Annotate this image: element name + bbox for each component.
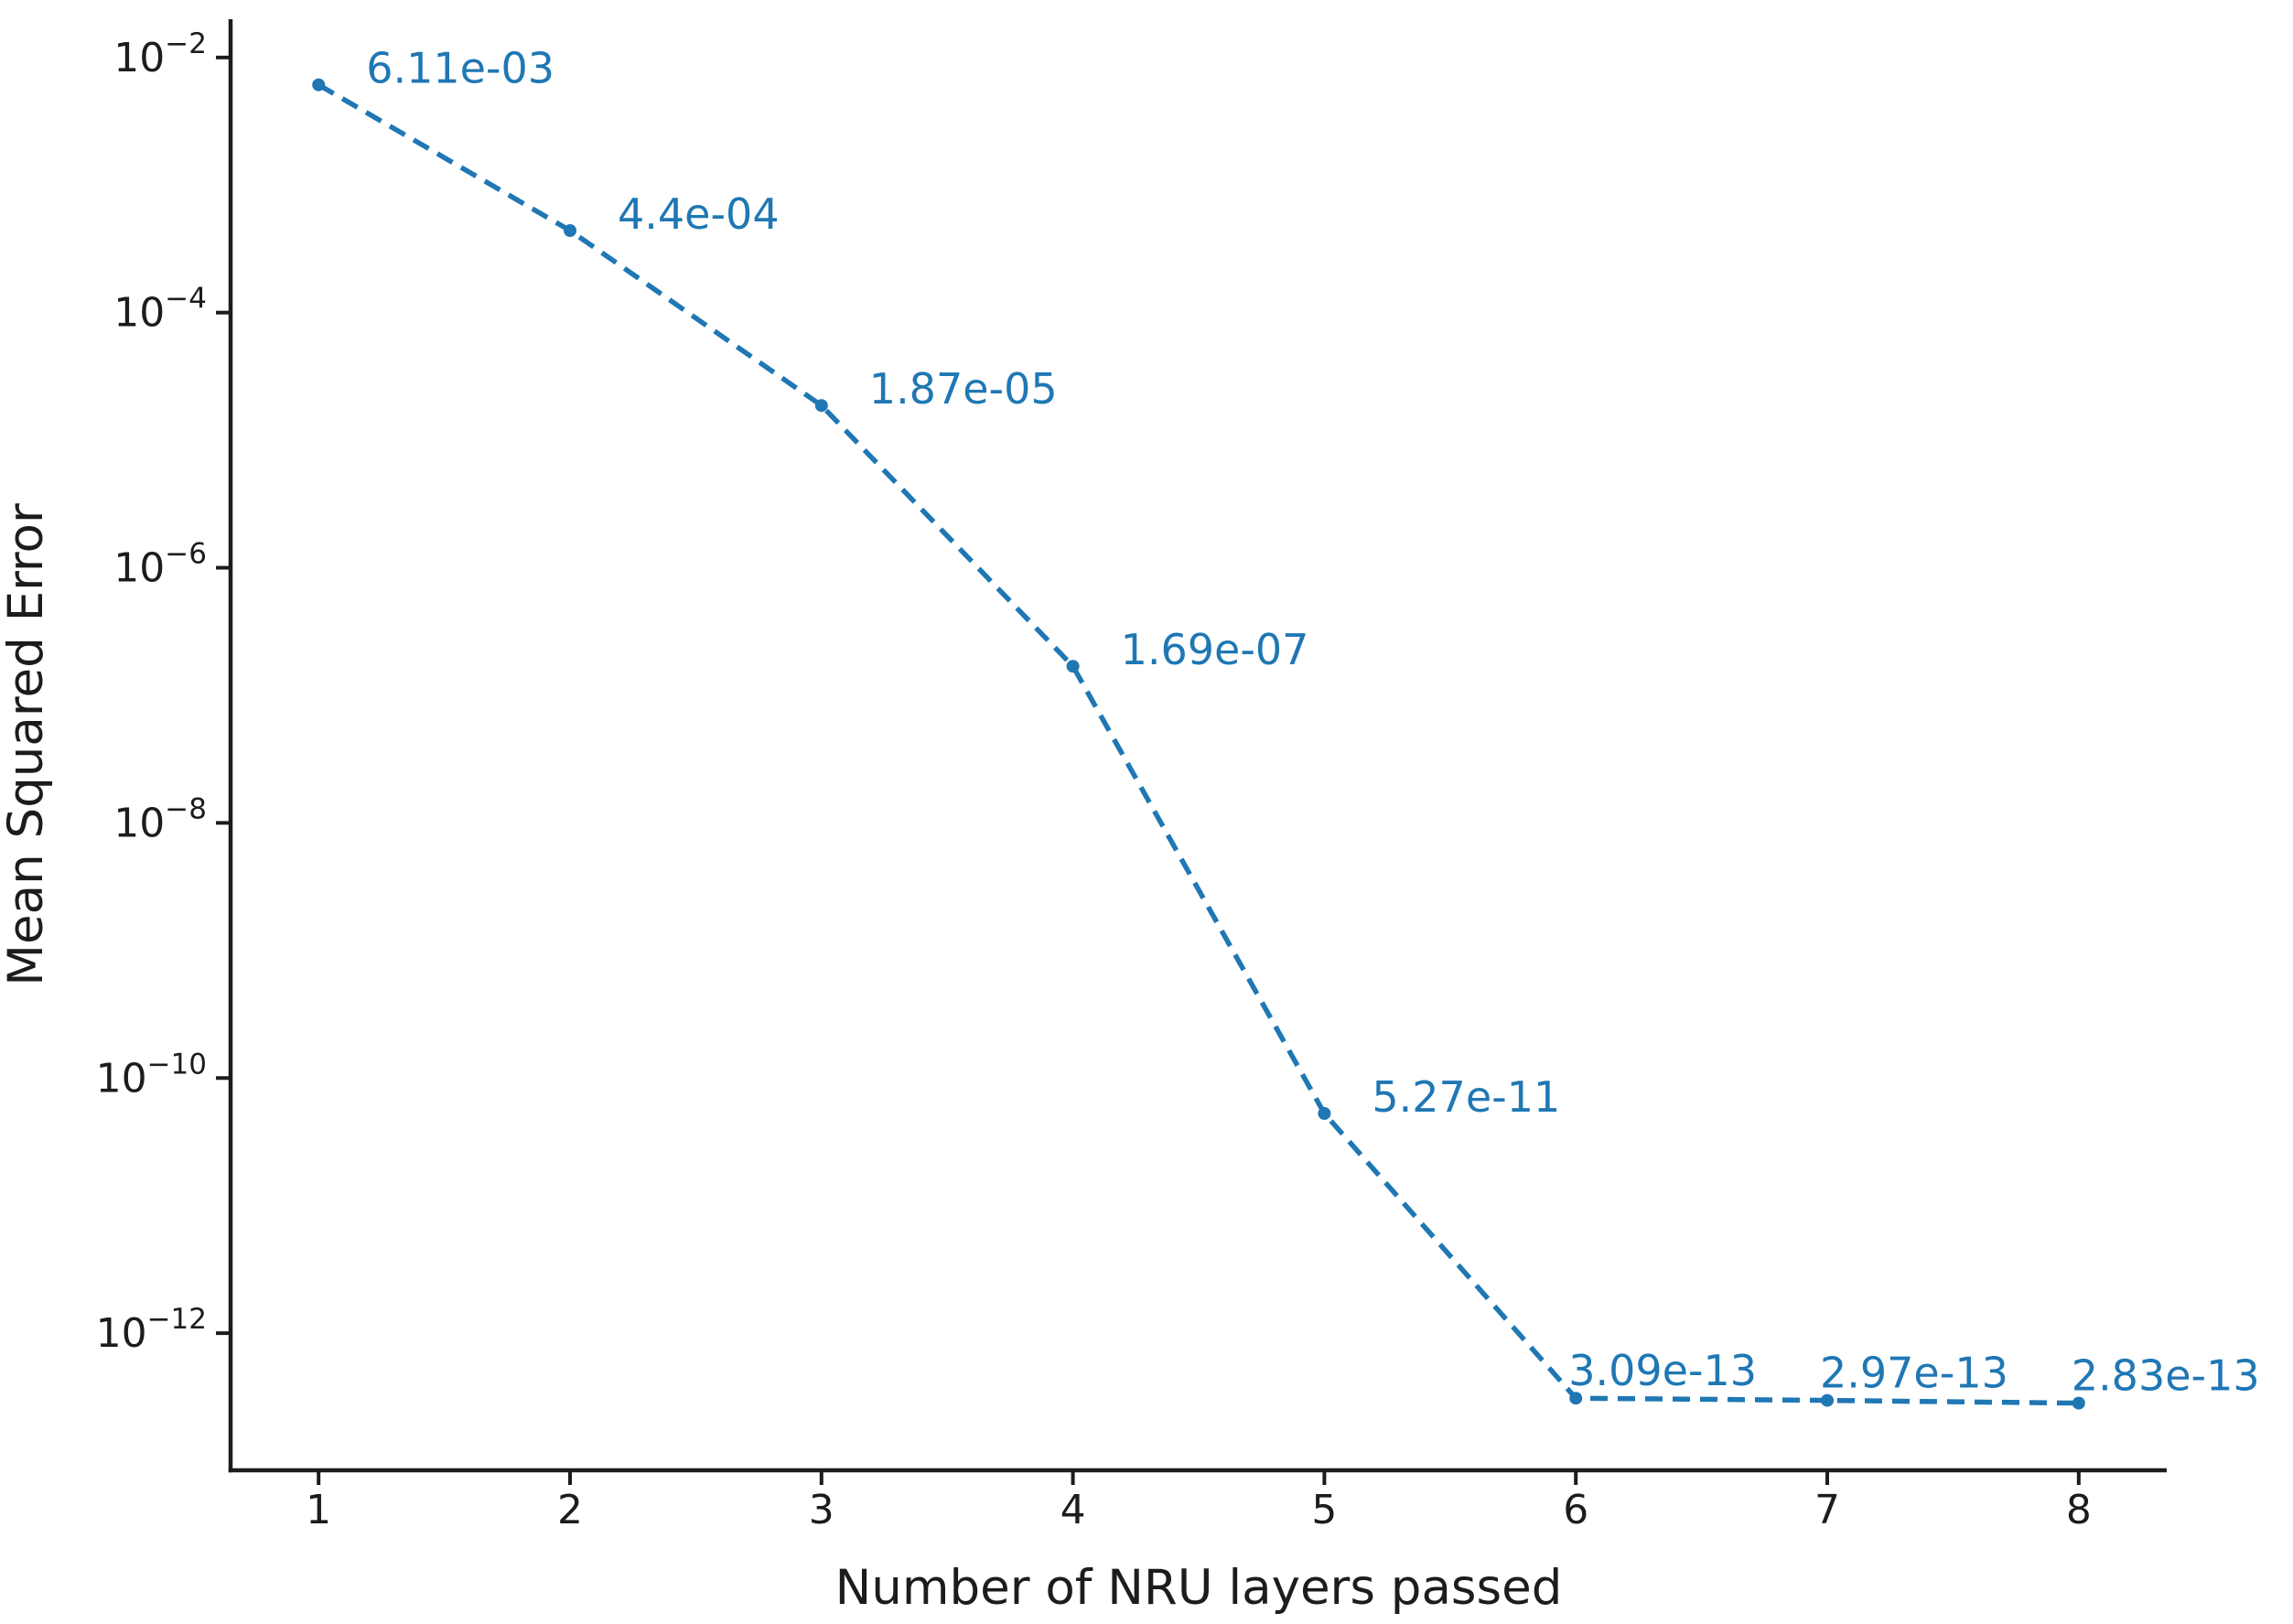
- y-tick-label: 10−6: [113, 538, 207, 592]
- data-point-marker: [1821, 1393, 1834, 1407]
- y-tick-label: 10−8: [113, 792, 207, 846]
- point-value-label: 5.27e-11: [1372, 1072, 1560, 1122]
- data-point-marker: [1318, 1107, 1331, 1120]
- x-tick-label: 3: [809, 1487, 834, 1533]
- point-value-label: 6.11e-03: [366, 44, 554, 93]
- x-tick-label: 8: [2066, 1487, 2092, 1533]
- y-axis-title: Mean Squared Error: [0, 503, 54, 986]
- point-value-label: 4.4e-04: [618, 189, 780, 239]
- point-value-label: 1.69e-07: [1121, 625, 1309, 674]
- mse-series-line: [317, 82, 2079, 1406]
- data-point-marker: [312, 78, 326, 91]
- point-value-label: 2.83e-13: [2072, 1351, 2260, 1401]
- data-point-marker: [1066, 660, 1080, 673]
- data-point-marker: [564, 224, 576, 237]
- x-axis-title: Number of NRU layers passed: [835, 1560, 1563, 1616]
- x-tick-label: 4: [1060, 1487, 1086, 1533]
- point-value-label: 3.09e-13: [1568, 1346, 1757, 1395]
- x-tick-label: 1: [306, 1487, 331, 1533]
- x-tick-label: 6: [1563, 1487, 1588, 1533]
- x-tick-label: 5: [1311, 1487, 1337, 1533]
- data-point-marker: [814, 399, 828, 413]
- y-tick-label: 10−4: [113, 283, 207, 337]
- data-point-marker: [2072, 1396, 2085, 1410]
- point-value-label: 2.97e-13: [1820, 1349, 2008, 1398]
- x-tick-label: 2: [557, 1487, 583, 1533]
- y-tick-label: 10−12: [96, 1303, 207, 1357]
- x-tick-label: 7: [1814, 1487, 1840, 1533]
- y-tick-label: 10−10: [96, 1048, 207, 1102]
- data-point-marker: [1569, 1392, 1583, 1405]
- point-value-label: 1.87e-05: [869, 364, 1058, 414]
- y-tick-label: 10−2: [113, 27, 207, 81]
